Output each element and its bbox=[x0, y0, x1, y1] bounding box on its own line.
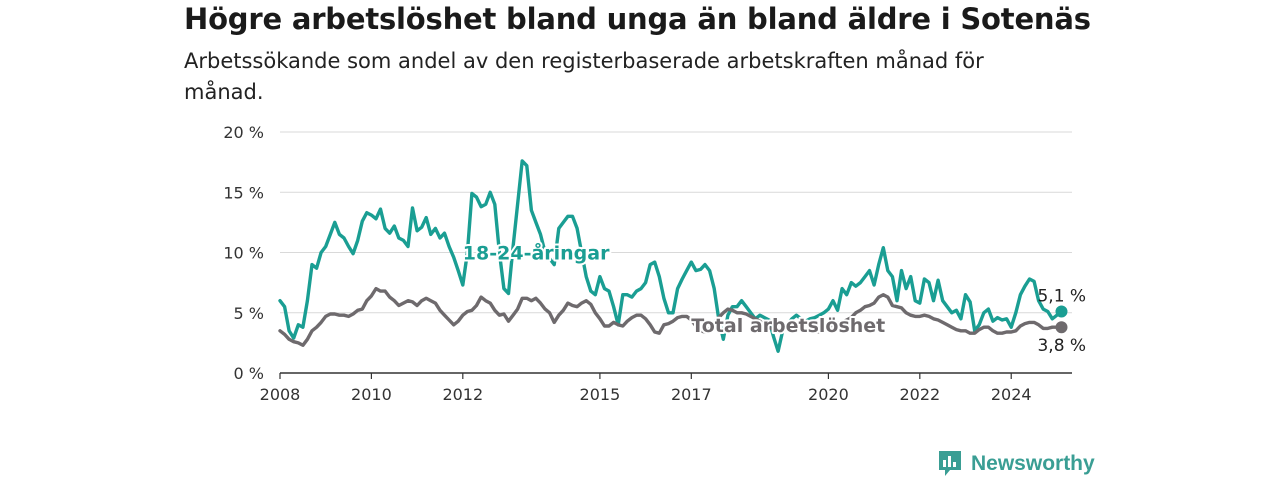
x-tick-label: 2017 bbox=[671, 385, 712, 404]
x-tick-label: 2022 bbox=[899, 385, 940, 404]
chart-title: Högre arbetslöshet bland unga än bland ä… bbox=[184, 2, 1091, 36]
x-tick-label: 2010 bbox=[351, 385, 392, 404]
series-line-total bbox=[278, 286, 1064, 347]
gridlines bbox=[280, 131, 1072, 314]
series-label-total: Total arbetslöshet bbox=[691, 315, 885, 337]
series-endpoint-youth bbox=[1055, 305, 1068, 318]
y-tick-label: 0 % bbox=[234, 364, 264, 383]
y-tick-label: 20 % bbox=[223, 123, 264, 142]
newsworthy-logo-icon bbox=[939, 451, 961, 476]
x-tick-label: 2008 bbox=[260, 385, 301, 404]
x-tick-label: 2020 bbox=[808, 385, 849, 404]
x-tick-label: 2012 bbox=[442, 385, 483, 404]
newsworthy-logo-text: Newsworthy bbox=[971, 452, 1095, 475]
y-tick-label: 5 % bbox=[234, 304, 264, 323]
end-label-total: 3,8 % bbox=[1037, 336, 1086, 356]
x-tick-label: 2024 bbox=[991, 385, 1032, 404]
end-label-youth: 5,1 % bbox=[1037, 287, 1086, 307]
series-label-youth: 18-24-åringar bbox=[463, 241, 610, 265]
y-axis-ticks: 0 % 5 % 10 % 15 % 20 % bbox=[223, 123, 264, 383]
series-lines bbox=[278, 159, 1068, 353]
line-chart: 0 %5 %10 %15 %20 % 2008 2010 2012 2015 2017 2… bbox=[223, 123, 1086, 404]
y-tick-label: 10 % bbox=[223, 244, 264, 263]
y-tick-label: 15 % bbox=[223, 183, 264, 202]
chart-subtitle: Arbetssökande som andel av den registerb… bbox=[184, 49, 984, 104]
newsworthy-logo: Newsworthy bbox=[937, 450, 1095, 478]
series-line-youth bbox=[278, 159, 1064, 353]
x-tick-label: 2015 bbox=[580, 385, 621, 404]
series-labels: 5,1 % 3,8 % 18-24-åringar Total arbetslöshe… bbox=[461, 239, 1086, 356]
series-endpoint-total bbox=[1055, 321, 1068, 334]
x-axis: 2008 2010 2012 2015 2017 2020 2022 2024 bbox=[260, 372, 1072, 404]
